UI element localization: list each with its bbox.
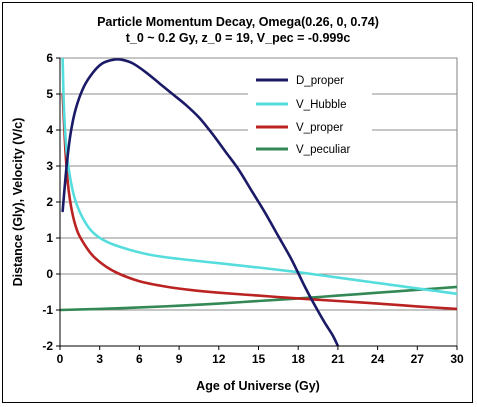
x-tick-label: 15 [252, 352, 266, 366]
legend-label-v-hubble: V_Hubble [296, 99, 347, 111]
legend-label-v-proper: V_proper [296, 122, 343, 134]
y-tick-label: 0 [46, 267, 53, 281]
x-tick-label: 6 [136, 352, 143, 366]
gridlines [60, 57, 457, 347]
series-layer [60, 58, 457, 346]
x-tick-label: 30 [450, 352, 464, 366]
legend-label-v-peculiar: V_peculiar [296, 144, 351, 156]
y-tick-label: 6 [46, 51, 53, 65]
x-tick-label: 3 [96, 352, 103, 366]
x-tick-label: 24 [371, 352, 385, 366]
x-tick-label: 18 [292, 352, 306, 366]
y-tick-label: -1 [42, 303, 53, 317]
series-line-v-peculiar [60, 285, 457, 312]
y-tick-label: -2 [42, 339, 53, 353]
chart-title: Particle Momentum Decay, Omega(0.26, 0, … [97, 15, 379, 29]
y-tick-label: 2 [46, 195, 53, 209]
chart-subtitle: t_0 ~ 0.2 Gy, z_0 = 19, V_pec = -0.999c [126, 31, 351, 45]
x-tick-label: 12 [212, 352, 226, 366]
axes [56, 57, 458, 350]
x-tick-label: 9 [176, 352, 183, 366]
x-axis-label: Age of Universe (Gy) [196, 379, 320, 393]
x-tick-label: 27 [411, 352, 425, 366]
legend-label-d-proper: D_proper [296, 75, 344, 87]
x-tick-label: 21 [331, 352, 345, 366]
y-tick-label: 3 [46, 159, 53, 173]
y-tick-label: 1 [46, 231, 53, 245]
x-tick-label: 0 [57, 352, 64, 366]
legend: D_proper V_Hubble V_proper V_peculiar [248, 68, 372, 160]
legend-box [248, 68, 372, 160]
series-line-d-proper [61, 58, 340, 346]
y-axis-label: Distance (Gly), Velocity (V/c) [11, 118, 25, 287]
series-line-v-hubble [61, 58, 457, 296]
y-tick-label: 4 [46, 123, 53, 137]
series-line-v-proper [61, 92, 457, 311]
y-tick-label: 5 [46, 87, 53, 101]
